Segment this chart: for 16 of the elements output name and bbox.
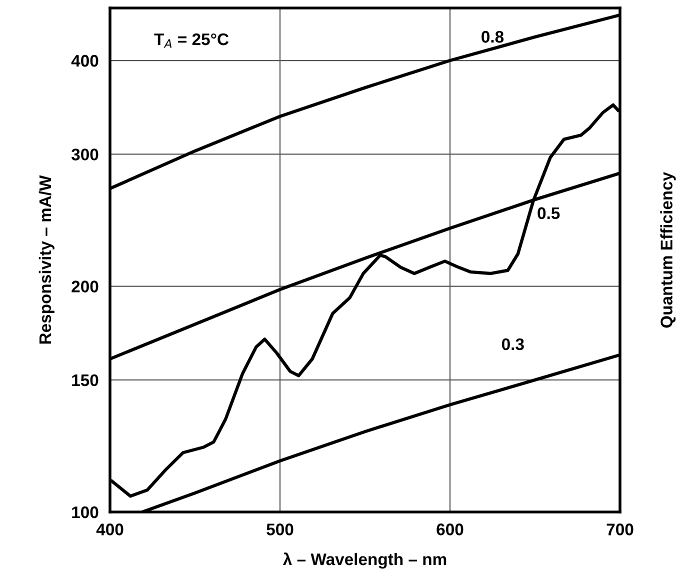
annotation: T$_{A}$ = 25°C bbox=[154, 33, 229, 48]
y-tick-label: 400 bbox=[71, 54, 98, 67]
x-tick-label: 500 bbox=[266, 524, 294, 536]
x-tick-label: 700 bbox=[606, 524, 634, 536]
y2-axis-title: Quantum Efficiency bbox=[660, 172, 676, 328]
series-label: 0.5 bbox=[538, 207, 560, 220]
y-axis-title: Responsivity – mA/W bbox=[38, 175, 54, 344]
y-tick-label: 200 bbox=[72, 280, 98, 292]
y-tick-label: 150 bbox=[72, 374, 98, 386]
x-tick-label: 600 bbox=[436, 524, 464, 536]
y-tick-label: 300 bbox=[71, 148, 98, 160]
x-axis-title: λ – Wavelength – nm bbox=[282, 552, 446, 569]
y-tick-label: 100 bbox=[72, 506, 98, 518]
series-label: 0.3 bbox=[502, 338, 524, 350]
x-tick-label: 400 bbox=[96, 524, 124, 536]
series-label: 0.8 bbox=[482, 30, 504, 43]
